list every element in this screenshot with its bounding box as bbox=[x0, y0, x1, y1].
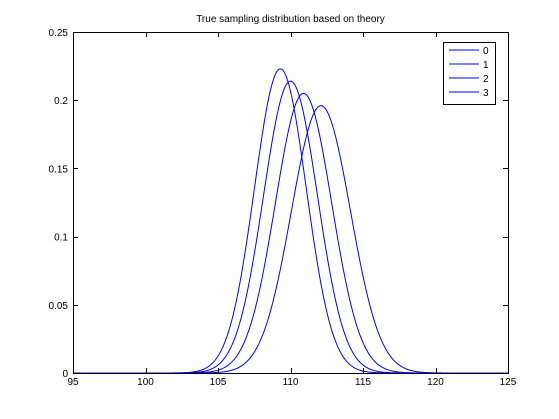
x-tick-label: 120 bbox=[427, 377, 444, 388]
y-tick-label: 0.05 bbox=[49, 301, 69, 312]
x-tick-label: 115 bbox=[355, 377, 371, 388]
x-tick-label: 125 bbox=[500, 377, 517, 388]
legend-label-2: 2 bbox=[483, 74, 489, 85]
chart-title: True sampling distribution based on theo… bbox=[196, 14, 385, 25]
x-tick-label: 100 bbox=[137, 377, 154, 388]
y-tick-label: 0.2 bbox=[54, 96, 68, 107]
plot-area bbox=[73, 32, 508, 373]
y-tick-label: 0.1 bbox=[54, 233, 68, 244]
legend-label-0: 0 bbox=[483, 46, 489, 57]
y-tick-label: 0.15 bbox=[49, 164, 69, 175]
x-tick-label: 105 bbox=[210, 377, 227, 388]
legend: 0 1 2 3 bbox=[444, 43, 496, 105]
legend-label-3: 3 bbox=[483, 88, 489, 99]
y-tick-label: 0.25 bbox=[49, 28, 69, 39]
y-tick-label: 0 bbox=[62, 369, 68, 380]
x-tick-label: 95 bbox=[67, 377, 79, 388]
x-tick-label: 110 bbox=[283, 377, 299, 388]
legend-label-1: 1 bbox=[483, 60, 489, 71]
